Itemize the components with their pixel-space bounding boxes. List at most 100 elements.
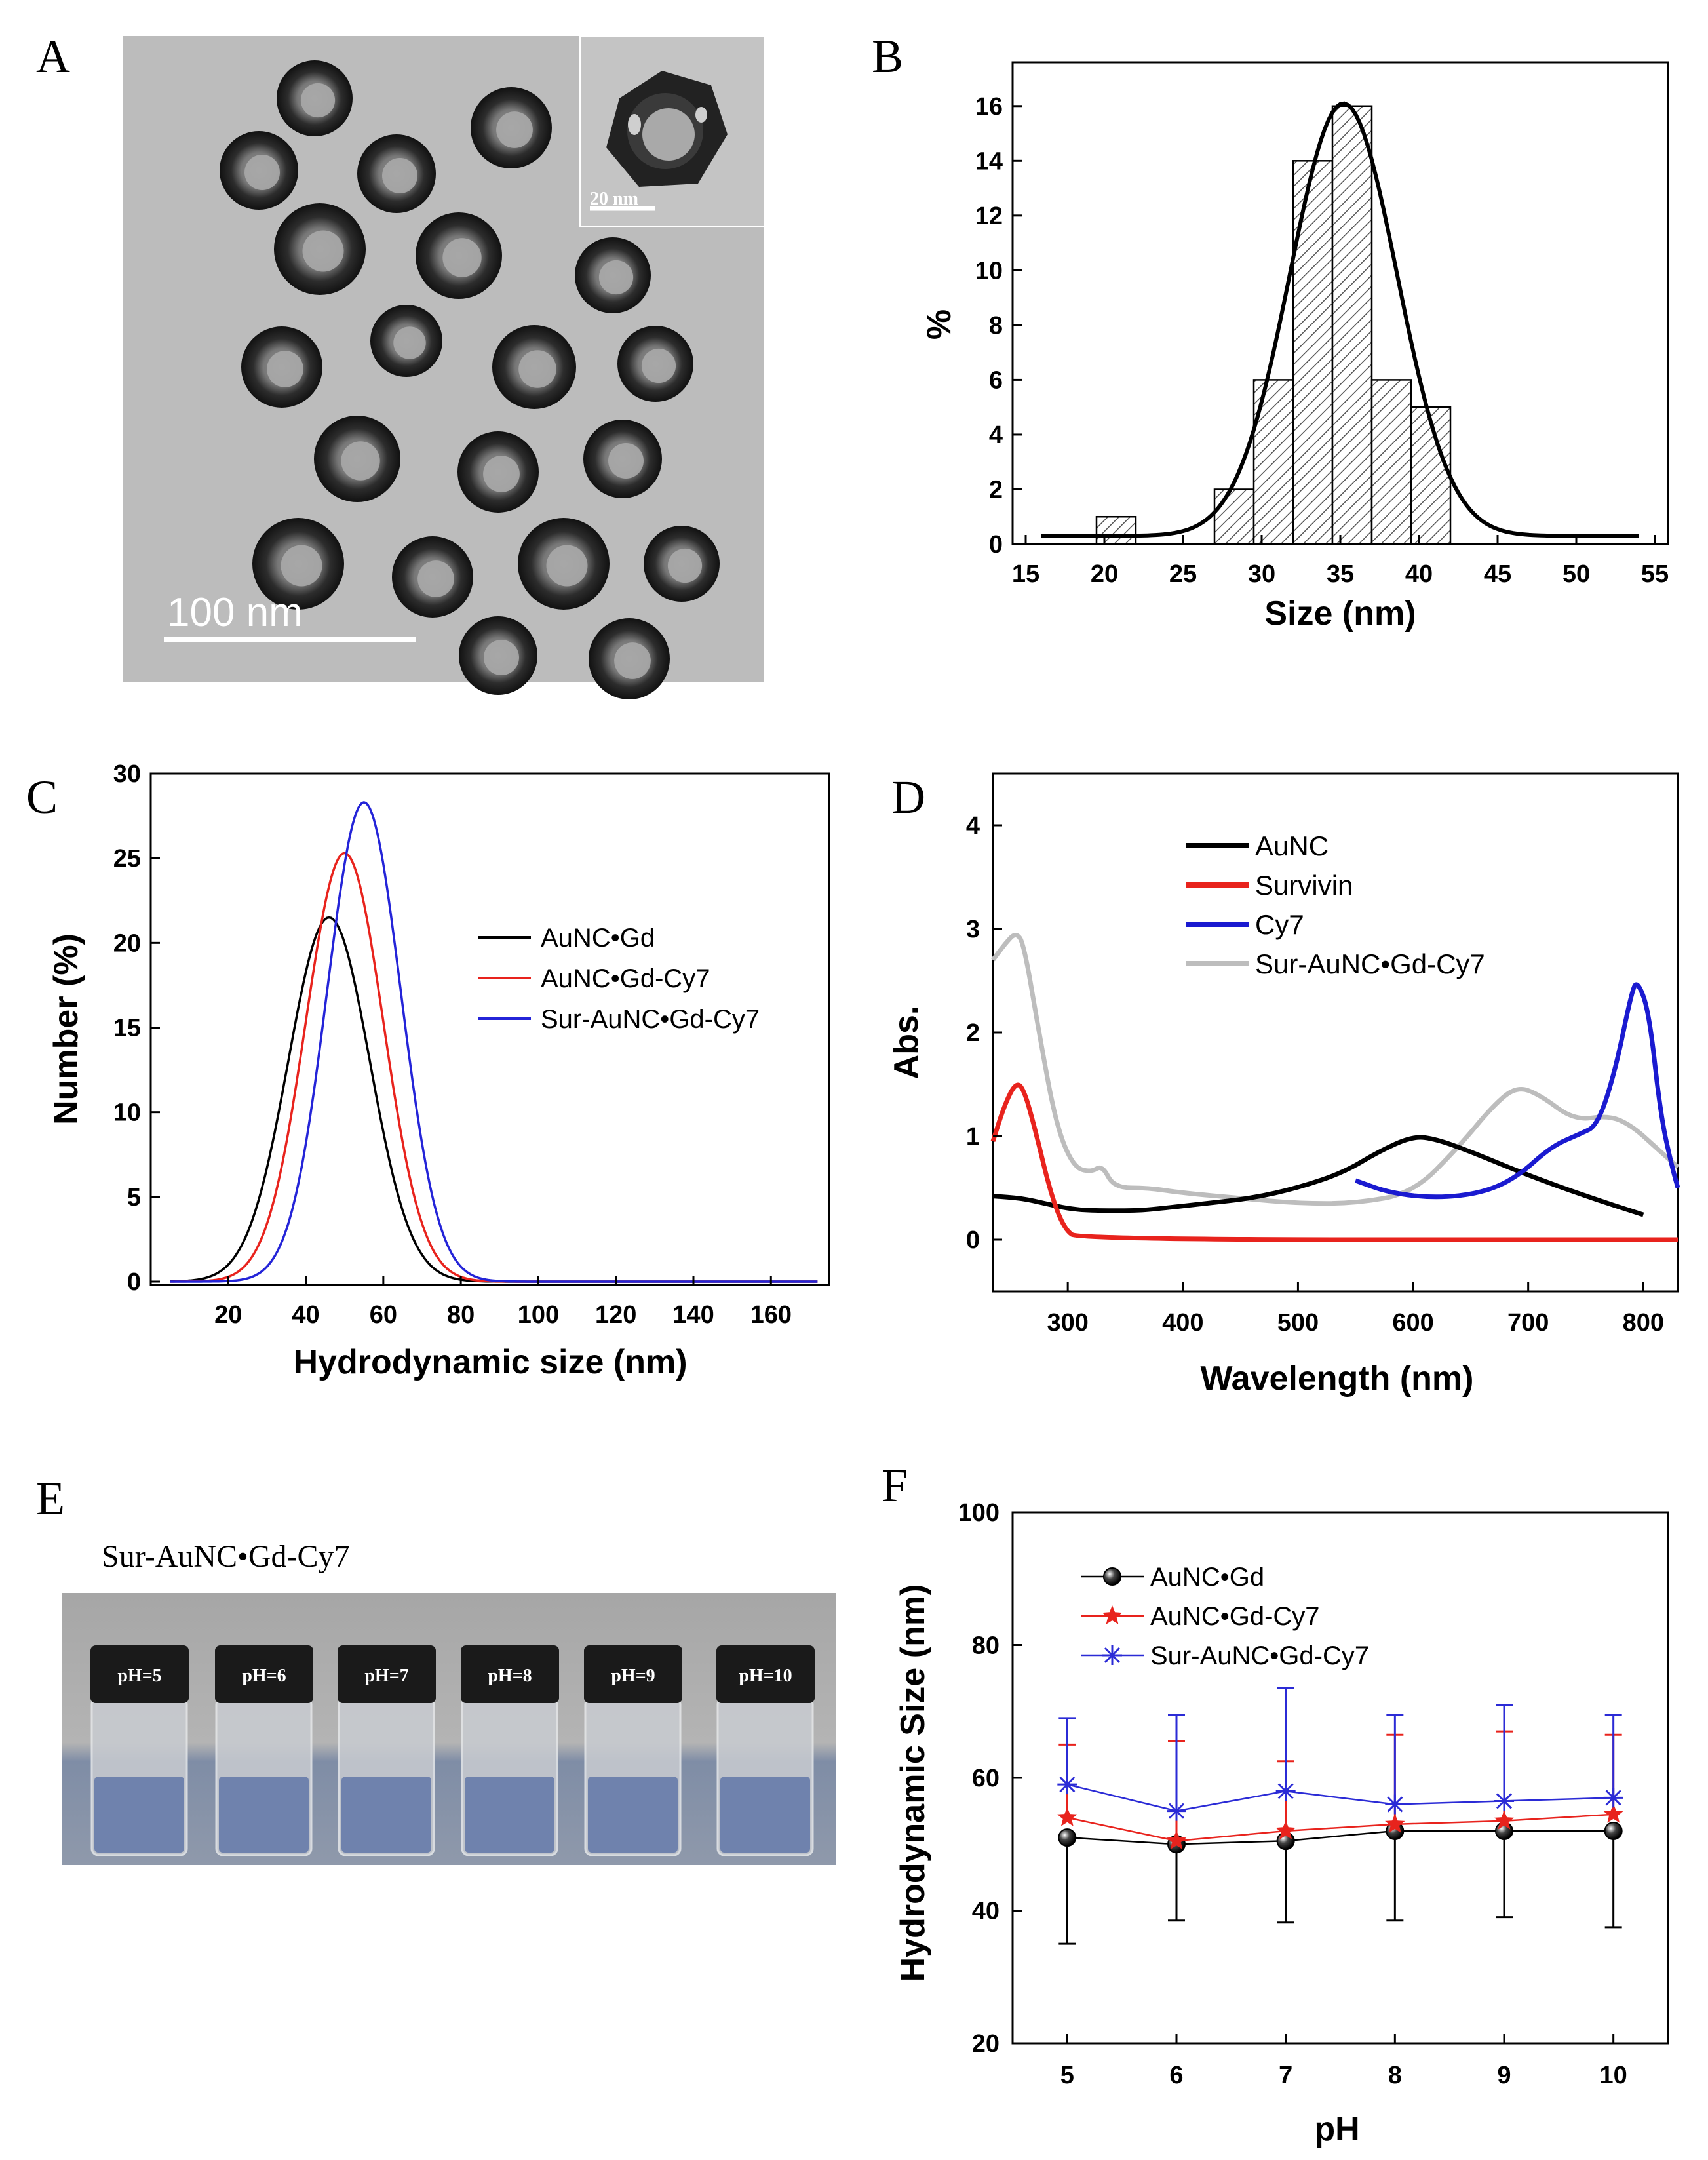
legend-label-2: Sur-AuNC•Gd-Cy7 bbox=[1150, 1641, 1369, 1670]
panel-f-xlabel: pH bbox=[1314, 2110, 1359, 2148]
inset-nanocage bbox=[606, 71, 728, 187]
panel-c-ylabel: Number (%) bbox=[47, 933, 85, 1125]
panel-b-ylabel: % bbox=[920, 309, 958, 340]
y-tick-label: 25 bbox=[113, 845, 141, 873]
legend-label-1: Survivin bbox=[1255, 870, 1353, 901]
y-tick-label: 16 bbox=[975, 93, 1003, 121]
x-tick-label: 160 bbox=[750, 1301, 792, 1329]
data-point-2 bbox=[1494, 1791, 1514, 1811]
series-line-0 bbox=[1067, 1830, 1614, 1845]
panel-e-label: E bbox=[36, 1472, 65, 1525]
y-tick-label: 100 bbox=[958, 1499, 1000, 1527]
y-tick-label: 0 bbox=[966, 1227, 980, 1254]
vial-label: pH=10 bbox=[739, 1666, 792, 1686]
panel-f-ylabel: Hydrodynamic Size (nm) bbox=[894, 1584, 932, 1982]
nanocage-hollow bbox=[382, 158, 417, 193]
x-tick-label: 15 bbox=[1012, 560, 1039, 588]
vial-cap bbox=[215, 1645, 313, 1703]
x-tick-label: 6 bbox=[1169, 2062, 1183, 2089]
data-point-2 bbox=[1385, 1794, 1405, 1815]
x-tick-label: 5 bbox=[1060, 2062, 1074, 2089]
y-tick-label: 0 bbox=[989, 531, 1003, 559]
data-point-2 bbox=[1603, 1788, 1623, 1808]
inset-scale-bar-label: 20 nm bbox=[590, 189, 638, 209]
legend-label-0: AuNC•Gd bbox=[541, 924, 655, 952]
x-tick-label: 50 bbox=[1562, 560, 1590, 588]
panel-d-label: D bbox=[891, 771, 925, 823]
legend-label-0: AuNC bbox=[1255, 831, 1329, 861]
nanocage-hollow bbox=[244, 155, 280, 190]
y-tick-label: 2 bbox=[966, 1019, 980, 1047]
nanocage-hollow bbox=[614, 642, 651, 679]
data-point-2 bbox=[1167, 1801, 1186, 1821]
data-point-1 bbox=[1166, 1830, 1187, 1850]
panel-a: A 20 nm 100 nm bbox=[36, 30, 765, 699]
histogram-bar bbox=[1292, 160, 1334, 545]
series-line-1 bbox=[170, 852, 818, 1283]
x-tick-label: 40 bbox=[1405, 560, 1433, 588]
series-line-1 bbox=[990, 1082, 1678, 1242]
x-tick-label: 80 bbox=[447, 1301, 475, 1329]
series-line-2 bbox=[170, 801, 818, 1283]
vial-photo bbox=[62, 1593, 836, 1865]
legend-label-3: Sur-AuNC•Gd-Cy7 bbox=[1255, 949, 1485, 979]
nanocage-hollow bbox=[484, 640, 519, 675]
legend-label-2: Sur-AuNC•Gd-Cy7 bbox=[541, 1005, 760, 1034]
panel-e-title: Sur-AuNC•Gd-Cy7 bbox=[102, 1539, 350, 1574]
histogram-bar bbox=[1095, 515, 1137, 545]
x-tick-label: 140 bbox=[672, 1301, 714, 1329]
panel-d: D 300 400 500 600 700 800 0 1 2 3 4 AuNC Survivin Cy… bbox=[887, 771, 1680, 1398]
y-tick-label: 10 bbox=[113, 1099, 141, 1127]
data-point-0 bbox=[1058, 1828, 1077, 1847]
legend-marker-2 bbox=[1102, 1645, 1122, 1665]
panel-f-frame bbox=[1011, 1511, 1669, 2045]
series-line-3 bbox=[991, 932, 1680, 1206]
x-tick-label: 300 bbox=[1047, 1309, 1088, 1337]
x-tick-label: 20 bbox=[1091, 560, 1118, 588]
x-tick-label: 35 bbox=[1327, 560, 1354, 588]
vial-cap bbox=[716, 1645, 815, 1703]
nanocage-hollow bbox=[267, 351, 303, 387]
y-tick-label: 6 bbox=[989, 366, 1003, 394]
series-line-0 bbox=[170, 916, 818, 1283]
vial-cap bbox=[584, 1645, 682, 1703]
panel-b: B 15 20 25 30 35 40 45 50 55 0 2 4 6 8 10 12 14 16 Size (… bbox=[872, 30, 1669, 633]
panel-c-label: C bbox=[26, 771, 58, 823]
panel-c: C 20 40 60 80 100 120 140 160 0 5 10 15 20 25 30 AuNC•… bbox=[26, 760, 830, 1381]
histogram-bar bbox=[1213, 488, 1255, 545]
vial-label: pH=9 bbox=[611, 1666, 655, 1686]
y-tick-label: 30 bbox=[113, 760, 141, 788]
x-tick-label: 700 bbox=[1507, 1309, 1549, 1337]
panel-f-legend: AuNC•Gd AuNC•Gd-Cy7 Sur-AuNC•Gd-Cy7 bbox=[1081, 1563, 1369, 1670]
vial-label: pH=8 bbox=[488, 1666, 532, 1686]
series-line-2 bbox=[1067, 1783, 1614, 1812]
x-tick-label: 500 bbox=[1277, 1309, 1319, 1337]
y-tick-label: 14 bbox=[975, 147, 1003, 175]
nanocage-hollow bbox=[598, 260, 634, 295]
legend-label-1: AuNC•Gd-Cy7 bbox=[541, 964, 710, 993]
x-tick-label: 120 bbox=[595, 1301, 636, 1329]
x-tick-label: 600 bbox=[1392, 1309, 1433, 1337]
nanocage-hollow bbox=[300, 83, 336, 118]
vial-label: pH=7 bbox=[364, 1666, 408, 1686]
nanocage-hollow bbox=[302, 230, 344, 272]
panel-d-ylabel: Abs. bbox=[887, 1006, 925, 1080]
panel-e: E Sur-AuNC•Gd-Cy7 pH=5 pH=6 pH=7 pH=8 pH=9 pH… bbox=[36, 1472, 836, 1865]
vial-solution bbox=[341, 1777, 431, 1853]
panel-f: F 5 6 7 8 9 10 20 40 60 80 100 AuNC•Gd AuNC•Gd-Cy7 S… bbox=[882, 1459, 1669, 2148]
nanocage-hollow bbox=[546, 545, 588, 587]
series-line-1 bbox=[1067, 1813, 1614, 1842]
legend-label-0: AuNC•Gd bbox=[1150, 1563, 1264, 1592]
vial-solution bbox=[588, 1777, 678, 1853]
x-tick-label: 25 bbox=[1169, 560, 1197, 588]
x-tick-label: 20 bbox=[214, 1301, 242, 1329]
panel-a-label: A bbox=[36, 30, 70, 83]
data-point-1 bbox=[1603, 1803, 1623, 1823]
nanocage-hollow bbox=[641, 348, 676, 383]
y-tick-label: 10 bbox=[975, 257, 1003, 285]
legend-marker-1 bbox=[1102, 1605, 1123, 1624]
x-tick-label: 45 bbox=[1484, 560, 1511, 588]
nanocage-hollow bbox=[483, 456, 520, 492]
nanocage-hollow bbox=[496, 111, 533, 148]
legend-marker-0 bbox=[1103, 1567, 1121, 1586]
